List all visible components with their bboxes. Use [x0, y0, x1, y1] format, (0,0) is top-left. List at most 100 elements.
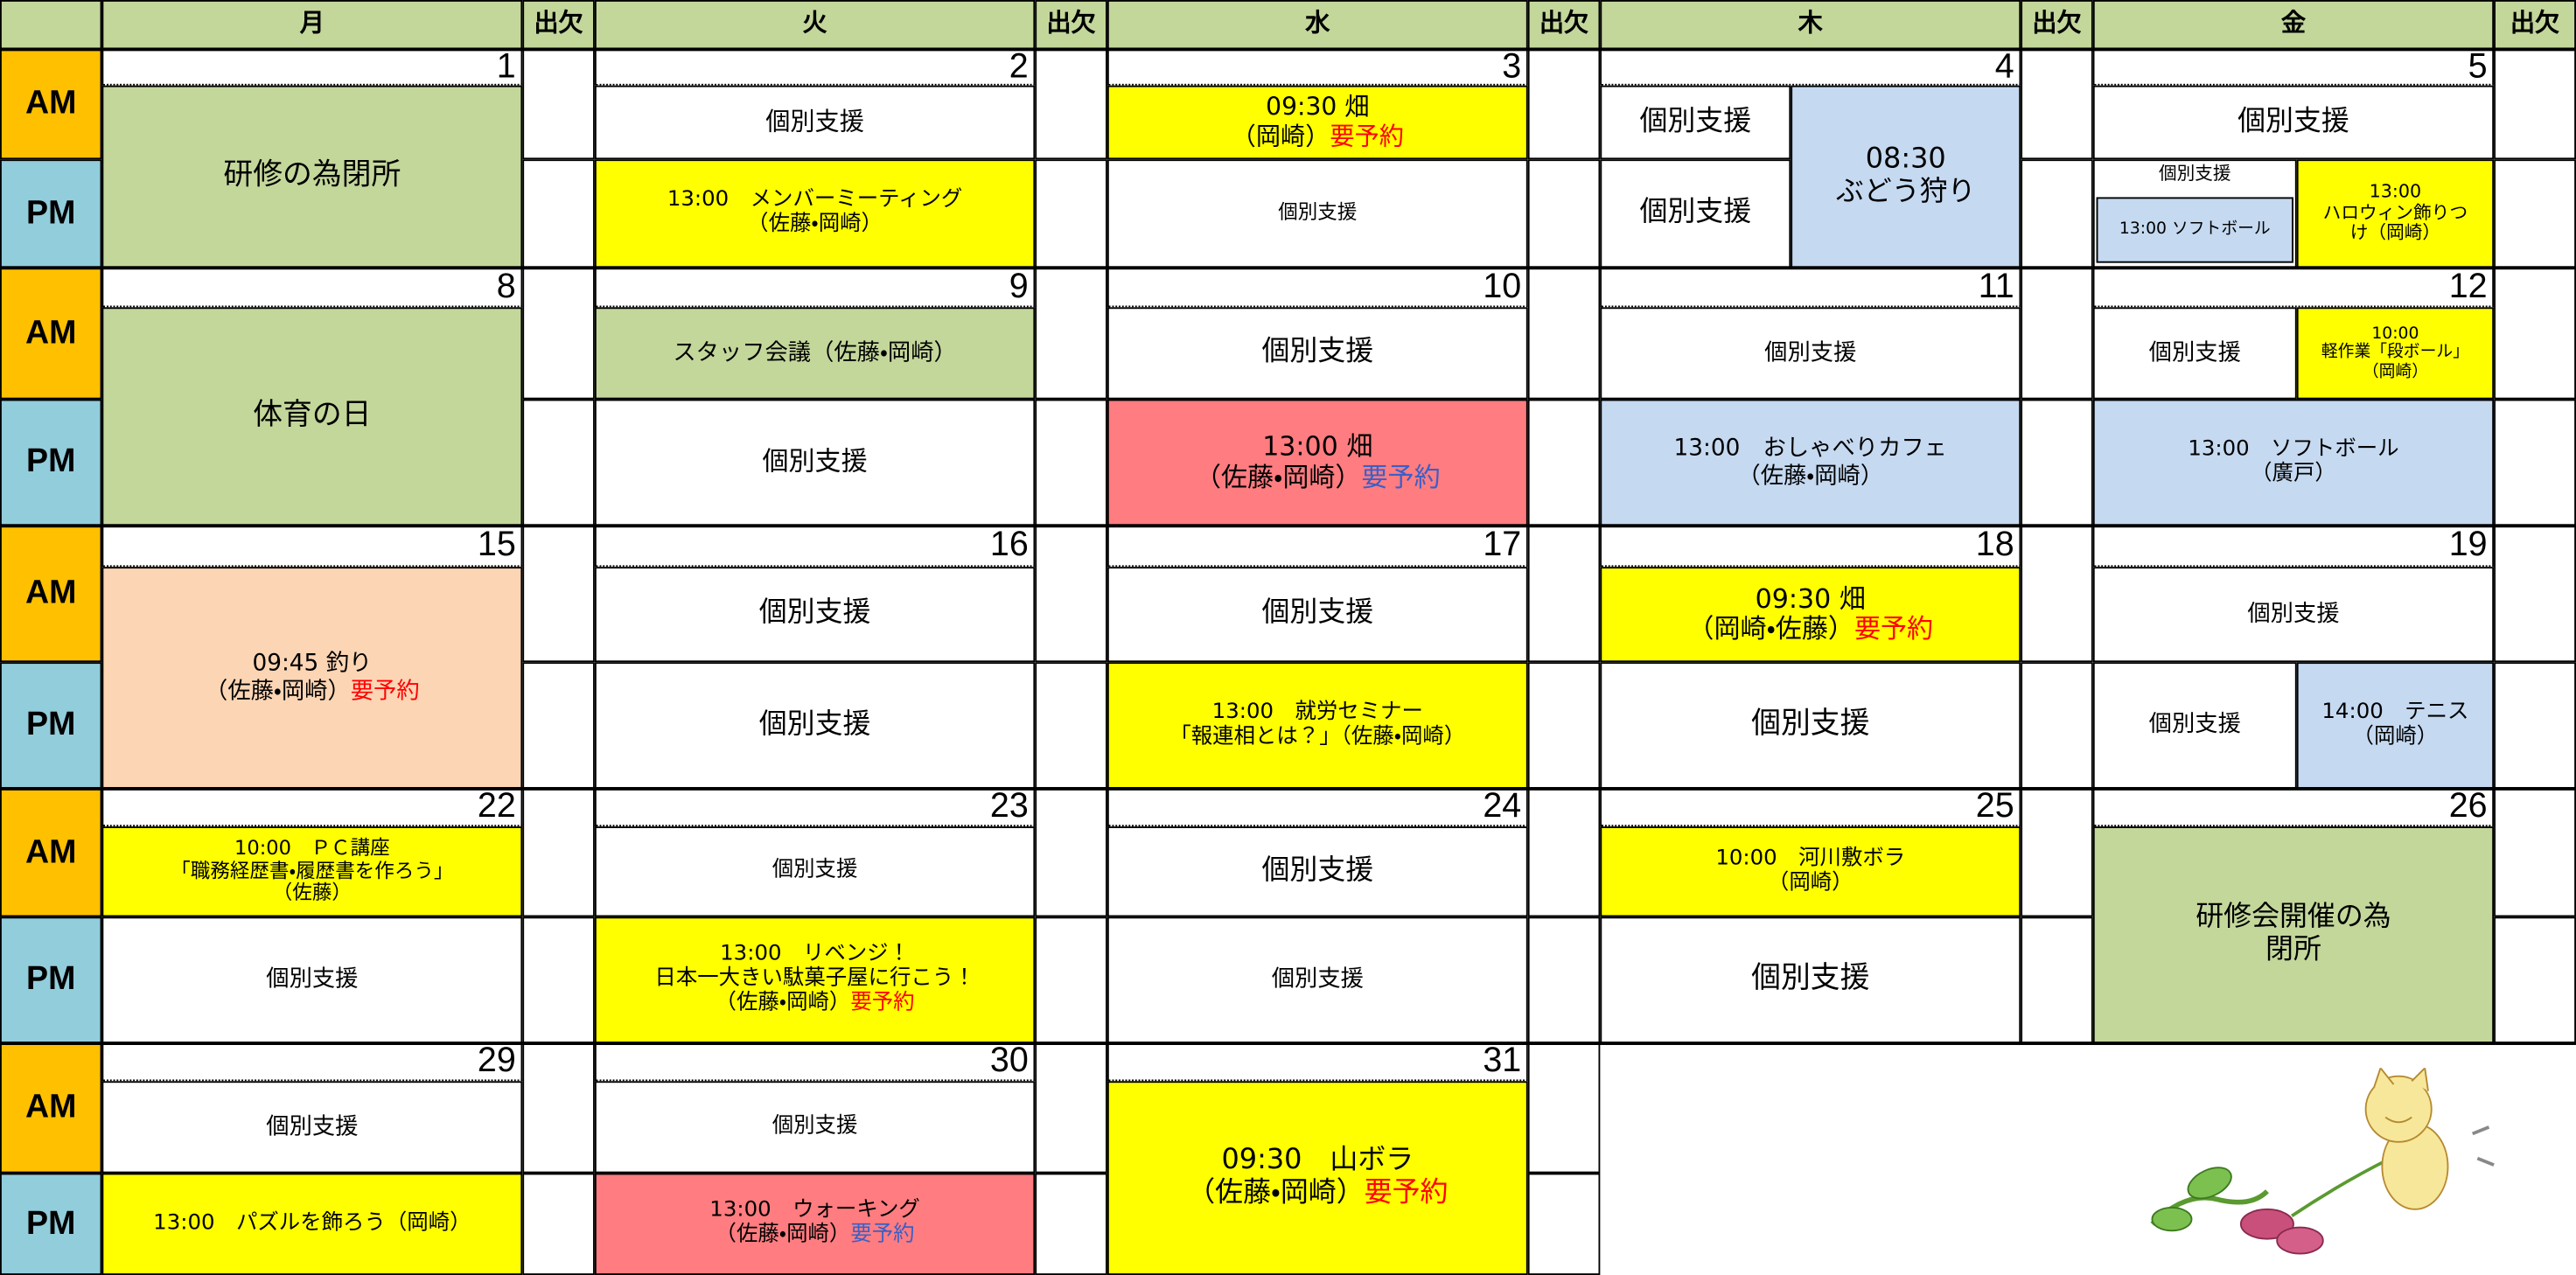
date: 25: [1600, 788, 2021, 827]
event-line: 13:00 おしゃべりカフェ: [1674, 436, 1947, 463]
event-line: ハロウィン飾りつ: [2323, 202, 2468, 224]
event-line: 個別支援: [1751, 707, 1869, 742]
event: 研修会開催の為 閉所: [2092, 826, 2495, 1044]
attendance-cell: [1035, 399, 1107, 526]
attendance-cell: [2494, 49, 2576, 160]
date: 9: [594, 268, 1036, 308]
date: 16: [594, 526, 1036, 568]
event: 個別支援: [1600, 307, 2021, 400]
day-header: 水: [1106, 0, 1528, 50]
event-line: 個別支援: [1639, 104, 1752, 139]
event-text: 個別支援: [765, 106, 864, 136]
event: 14:00 テニス （岡崎）: [2296, 662, 2495, 789]
event-line: 09:30 畑: [1266, 93, 1369, 122]
event-text: 個別支援: [1639, 196, 1752, 229]
event: 個別支援: [594, 85, 1036, 160]
event-note: 要予約: [850, 990, 915, 1016]
attendance-cell: [1035, 1043, 1107, 1174]
event-text: 個別支援: [266, 1113, 359, 1140]
attendance-cell: [1035, 159, 1107, 268]
illustration: [2150, 1068, 2495, 1255]
event-text: 研修の為閉所: [223, 157, 401, 193]
event-text: 個別支援: [2247, 601, 2340, 628]
event-text: 09:45 釣り: [252, 651, 373, 678]
event-note: 要予約: [1364, 1176, 1449, 1209]
date: 8: [101, 268, 523, 308]
attendance-cell: [2021, 662, 2093, 789]
event-line: 13:00: [2370, 181, 2422, 204]
event-text: 日本一大きい駄菓子屋に行こう！: [654, 965, 975, 992]
event-line: 13:00 パズルを飾ろう（岡崎）: [153, 1210, 471, 1237]
event: 10:00 河川敷ボラ （岡崎）: [1600, 826, 2021, 917]
event: 研修の為閉所: [101, 85, 523, 268]
event: 10:00 軽作業「段ボール」 （岡崎）: [2296, 307, 2495, 400]
attendance-header: 出欠: [1035, 0, 1107, 50]
week-separator: [0, 266, 2576, 270]
event-text: （佐藤・岡崎）: [1194, 461, 1362, 492]
pm-label: PM: [0, 159, 102, 268]
event-text: スタッフ会議（佐藤・岡崎）: [673, 339, 957, 366]
date: 29: [101, 1043, 523, 1082]
event: 13:00 就労セミナー 「報連相とは？」（佐藤・岡崎）: [1106, 662, 1528, 789]
attendance-cell: [1527, 526, 1601, 663]
event-line: （岡崎）: [2353, 724, 2439, 750]
event-line: （岡崎）: [2363, 363, 2428, 382]
event-line: 10:00 ＰＣ講座: [234, 835, 390, 860]
event-text: 個別支援: [2148, 339, 2241, 366]
event-line: （佐藤・岡崎）要予約: [205, 678, 420, 704]
week-separator: [0, 1042, 2576, 1045]
event-text: 個別支援: [758, 596, 871, 631]
event: 13:00 畑（佐藤・岡崎）要予約: [1106, 399, 1528, 526]
day-header: 火: [594, 0, 1036, 50]
event-text: 13:00 ウォーキング: [709, 1197, 920, 1223]
attendance-cell: [2494, 159, 2576, 268]
event-line: 個別支援: [2158, 163, 2231, 185]
event-text: （佐藤・岡崎）: [1187, 1176, 1365, 1209]
date: 31: [1106, 1043, 1528, 1082]
attendance-cell: [1527, 1173, 1601, 1275]
event-line: 10:00: [2371, 325, 2419, 345]
event-line: （廣戸）: [2251, 461, 2336, 487]
event-text: 個別支援: [1639, 104, 1752, 138]
event-line: 13:00 リベンジ！: [720, 942, 910, 968]
event: 10:00 ＰＣ講座 「職務経歴書・履歴書を作ろう」 （佐藤）: [101, 826, 523, 917]
event: 個別支援: [2092, 307, 2297, 400]
event-text: 個別支援: [1261, 853, 1374, 888]
event-line: 個別支援: [1261, 597, 1373, 631]
event-line: 14:00 テニス: [2321, 700, 2468, 725]
event-text: 個別支援: [2158, 163, 2231, 185]
event: 個別支援: [1106, 916, 1528, 1044]
event-text: （佐藤・岡崎）: [715, 1222, 851, 1248]
day-header: 月: [101, 0, 523, 50]
attendance-cell: [2494, 399, 2576, 526]
event-text: 13:00 就労セミナー: [1211, 699, 1423, 724]
event-line: （佐藤・岡崎）: [747, 212, 883, 238]
attendance-cell: [1527, 916, 1601, 1044]
date: 2: [594, 49, 1036, 86]
event: 個別支援: [1600, 85, 1791, 160]
date: 30: [594, 1043, 1036, 1082]
event-text: （佐藤・岡崎）: [715, 990, 851, 1016]
event: 13:00 パズルを飾ろう（岡崎）: [101, 1173, 523, 1275]
event-text: 09:30 山ボラ: [1221, 1144, 1414, 1178]
attendance-header: 出欠: [522, 0, 595, 50]
date: 23: [594, 788, 1036, 827]
event-line: 個別支援: [2149, 340, 2241, 366]
attendance-cell: [1035, 916, 1107, 1044]
pm-label: PM: [0, 399, 102, 526]
attendance-cell: [2494, 526, 2576, 663]
event-text: 個別支援: [2148, 712, 2241, 739]
event-text: 10:00 ＰＣ講座: [234, 835, 390, 860]
event: 09:45 釣り （佐藤・岡崎）要予約: [101, 567, 523, 789]
attendance-cell: [522, 399, 595, 526]
event-text: 個別支援: [762, 445, 868, 477]
event: 個別支援: [1106, 307, 1528, 400]
event-line: 「職務経歴書・履歴書を作ろう」: [171, 859, 453, 883]
date: 1: [101, 49, 523, 86]
event-line: ぶどう狩り: [1836, 176, 1976, 209]
event: 個別支援: [2092, 662, 2297, 789]
event: 13:00 メンバーミーティング （佐藤・岡崎）: [594, 159, 1036, 268]
event-line: 軽作業「段ボール」: [2321, 344, 2469, 363]
date: 17: [1106, 526, 1528, 568]
attendance-cell: [1527, 268, 1601, 400]
